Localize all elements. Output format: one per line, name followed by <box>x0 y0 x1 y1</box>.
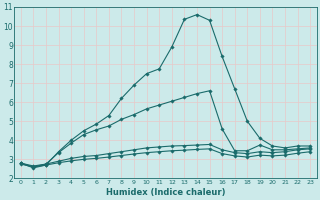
X-axis label: Humidex (Indice chaleur): Humidex (Indice chaleur) <box>106 188 225 197</box>
